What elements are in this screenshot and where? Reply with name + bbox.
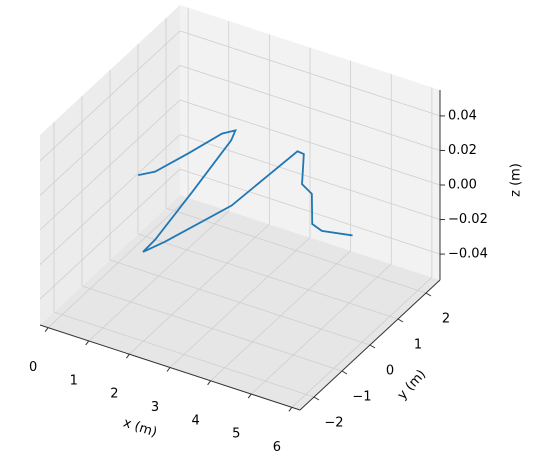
x-tick	[288, 407, 293, 412]
grid-line	[137, 233, 399, 320]
y-tick	[425, 292, 432, 297]
grid-line	[179, 65, 441, 151]
x-axis-label: x (m)	[121, 416, 159, 441]
y-axis-label: y (m)	[395, 367, 429, 403]
y-tick	[313, 396, 320, 401]
y-tick-label: 1	[414, 338, 422, 353]
x-tick	[247, 393, 252, 399]
x-tick	[44, 327, 49, 332]
x-tick-label: 4	[191, 413, 199, 428]
x-tick	[85, 340, 90, 346]
z-axis-label: z (m)	[509, 163, 524, 197]
x-tick-label: 1	[70, 373, 78, 388]
y-tick	[397, 318, 404, 323]
z-tick-label: 0.04	[448, 108, 477, 123]
grid-line	[39, 168, 181, 300]
x-tick-label: 2	[110, 387, 118, 402]
grid-line	[81, 285, 343, 372]
x-tick	[125, 353, 130, 359]
x-tick-label: 3	[151, 400, 159, 415]
y-tick	[341, 370, 348, 375]
grid-line	[39, 30, 181, 162]
grid-line	[179, 168, 441, 255]
grid-line	[165, 207, 427, 294]
y-tick-label: 0	[386, 364, 394, 379]
x-axis-line	[39, 324, 301, 411]
grid-line	[39, 65, 181, 196]
z-tick-label: 0.00	[448, 178, 477, 193]
z-tick-label: 0.02	[448, 143, 477, 158]
x-tick-label: 0	[29, 360, 37, 375]
y-tick-label: 2	[442, 312, 450, 327]
x-tick-label: 6	[273, 440, 281, 455]
grid-line	[109, 259, 371, 346]
data-line	[138, 129, 353, 253]
y-axis-line	[299, 279, 441, 411]
grid-line	[179, 30, 441, 117]
x-tick	[166, 367, 171, 372]
grid-line	[39, 134, 181, 265]
grid-line	[39, 99, 181, 231]
y-tick	[369, 344, 376, 349]
grid-line	[53, 311, 315, 398]
y-tick-label: −1	[352, 390, 371, 405]
z-tick-label: −0.02	[448, 212, 488, 227]
x-tick	[207, 380, 212, 386]
x-tick-label: 5	[232, 427, 240, 442]
y-tick-label: −2	[324, 416, 343, 431]
grid-line	[179, 99, 441, 186]
grid-line	[179, 134, 441, 220]
z-tick-label: −0.04	[448, 247, 488, 262]
